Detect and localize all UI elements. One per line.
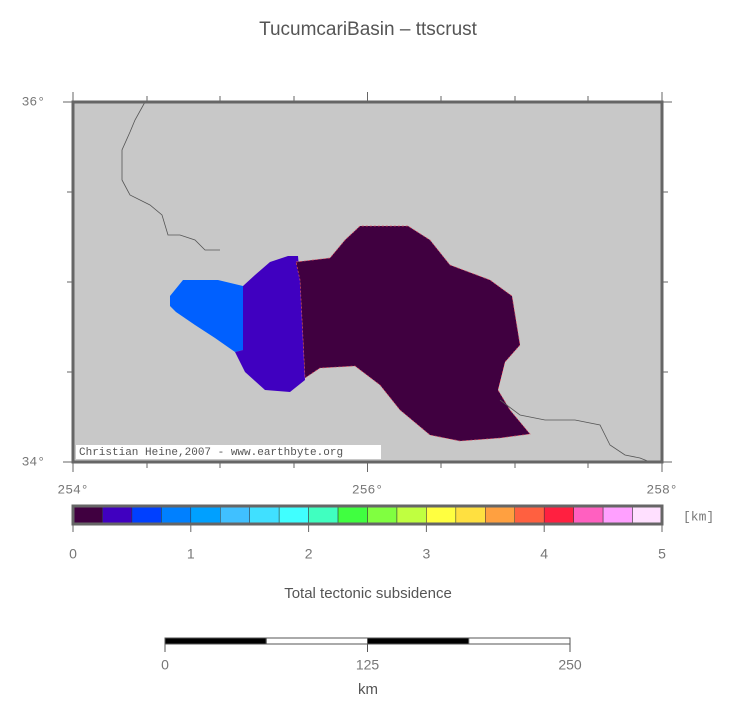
colorbar-tick-label: 1 xyxy=(187,546,195,562)
lat-label: 36° xyxy=(22,94,45,109)
colorbar-bin xyxy=(190,505,221,525)
colorbar-bin xyxy=(131,505,162,525)
colorbar-bin xyxy=(514,505,545,525)
credit: Christian Heine,2007 - www.earthbyte.org xyxy=(79,447,343,459)
colorbar-frame xyxy=(71,504,664,526)
colorbar-bin xyxy=(161,505,192,525)
scalebar-tick-label: 125 xyxy=(356,657,380,673)
region-low xyxy=(170,280,243,352)
scalebar-segment xyxy=(468,637,571,645)
colorbar-bin xyxy=(396,505,427,525)
scalebar-segment xyxy=(164,637,267,645)
title: TucumcariBasin – ttscrust xyxy=(259,19,478,40)
region-high xyxy=(295,225,531,442)
scalebar-segment xyxy=(367,637,470,645)
coastline xyxy=(121,101,220,251)
colorbar-tick-label: 5 xyxy=(658,546,666,562)
colorbar-bin xyxy=(220,505,250,525)
colorbar-tick-label: 3 xyxy=(423,546,431,562)
colorbar-bin xyxy=(337,505,368,525)
colorbar-unit: [km] xyxy=(683,509,714,524)
scalebar-unit: km xyxy=(358,681,378,698)
colorbar-bin xyxy=(485,505,515,525)
colorbar-tick-label: 2 xyxy=(305,546,313,562)
scalebar-tick-label: 250 xyxy=(558,657,582,673)
credit-box xyxy=(76,445,381,459)
colorbar-bin xyxy=(426,505,457,525)
colorbar-bin xyxy=(72,505,103,525)
region-mid xyxy=(235,256,305,392)
colorbar-bin xyxy=(278,505,309,525)
colorbar-bin xyxy=(543,505,574,525)
lon-label: 254° xyxy=(57,482,88,497)
colorbar-bin xyxy=(308,505,339,525)
colorbar-bin xyxy=(367,505,398,525)
colorbar-bin xyxy=(102,505,133,525)
colorbar-label: Total tectonic subsidence xyxy=(284,585,452,602)
lon-label: 256° xyxy=(352,482,383,497)
colorbar-bin xyxy=(632,505,663,525)
colorbar-bin xyxy=(455,505,486,525)
coastline xyxy=(499,399,651,463)
colorbar-tick-label: 4 xyxy=(540,546,548,562)
colorbar-tick-label: 0 xyxy=(69,546,77,562)
colorbar-bin xyxy=(602,505,633,525)
scalebar-segment xyxy=(265,637,368,645)
colorbar-bin xyxy=(573,505,604,525)
colorbar-bin xyxy=(249,505,280,525)
lon-label: 258° xyxy=(646,482,677,497)
minor-ticks xyxy=(67,96,668,468)
scalebar-tick-label: 0 xyxy=(161,657,169,673)
lat-label: 34° xyxy=(22,454,45,469)
